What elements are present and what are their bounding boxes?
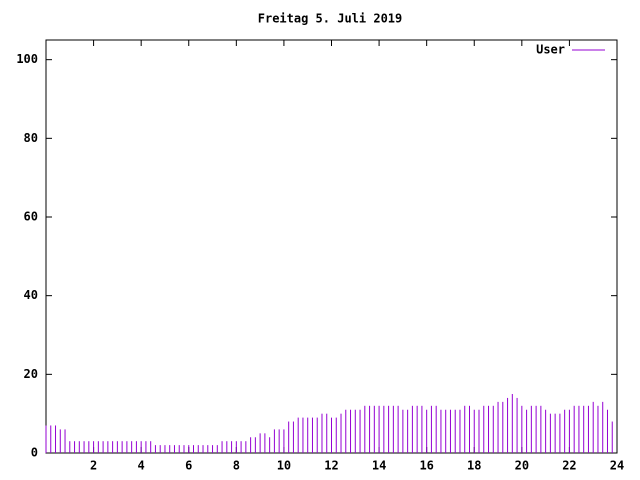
x-tick-label: 2 xyxy=(90,459,97,473)
y-tick-label: 0 xyxy=(31,446,38,460)
legend-label: User xyxy=(536,43,565,57)
x-tick-label: 24 xyxy=(610,459,624,473)
y-tick-label: 60 xyxy=(24,210,38,224)
x-tick-label: 10 xyxy=(277,459,291,473)
y-tick-label: 100 xyxy=(16,52,38,66)
x-tick-label: 12 xyxy=(324,459,338,473)
x-tick-label: 8 xyxy=(233,459,240,473)
x-tick-label: 22 xyxy=(562,459,576,473)
y-tick-label: 20 xyxy=(24,367,38,381)
x-tick-label: 4 xyxy=(138,459,145,473)
x-tick-label: 6 xyxy=(185,459,192,473)
x-tick-label: 20 xyxy=(515,459,529,473)
y-tick-label: 80 xyxy=(24,131,38,145)
y-tick-label: 40 xyxy=(24,288,38,302)
x-tick-label: 18 xyxy=(467,459,481,473)
x-tick-label: 14 xyxy=(372,459,386,473)
x-tick-label: 16 xyxy=(419,459,433,473)
chart-title: Freitag 5. Juli 2019 xyxy=(258,12,403,26)
plot-frame xyxy=(45,39,618,454)
